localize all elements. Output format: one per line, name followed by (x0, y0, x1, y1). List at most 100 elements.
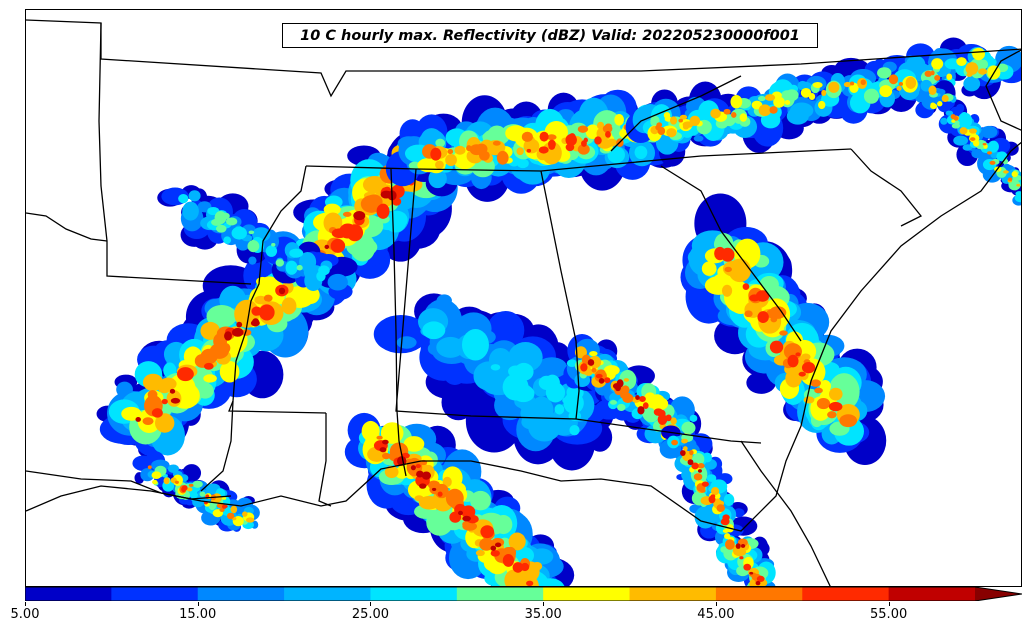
reflectivity-cell (1014, 193, 1021, 203)
reflectivity-cell (755, 290, 770, 302)
reflectivity-cell (167, 464, 179, 474)
reflectivity-cell (957, 112, 973, 129)
reflectivity-cell (721, 284, 733, 297)
reflectivity-cell (475, 549, 485, 557)
reflectivity-cell (671, 439, 678, 446)
reflectivity-cell (724, 266, 732, 273)
reflectivity-cell (565, 134, 577, 146)
reflectivity-cell (681, 438, 688, 444)
reflectivity-cell (843, 81, 852, 88)
state-borders (26, 19, 1021, 586)
reflectivity-cell (445, 488, 464, 508)
reflectivity-cell (743, 563, 752, 571)
reflectivity-cell (447, 149, 454, 155)
reflectivity-cell (526, 148, 532, 153)
reflectivity-cell (538, 146, 549, 154)
reflectivity-cell (382, 452, 391, 460)
reflectivity-cell (289, 248, 304, 258)
reflectivity-cell (741, 544, 746, 548)
reflectivity-cell (953, 116, 959, 121)
reflectivity-cell (163, 477, 170, 485)
reflectivity-cell (722, 260, 745, 277)
reflectivity-cell (816, 398, 831, 410)
reflectivity-cell (934, 75, 941, 81)
reflectivity-cell (245, 517, 255, 523)
coastline (26, 141, 1021, 532)
reflectivity-cell (701, 481, 709, 487)
colorbar-tick (197, 602, 199, 606)
reflectivity-cell (436, 336, 465, 358)
reflectivity-cell (206, 305, 237, 328)
reflectivity-cell (442, 476, 452, 488)
reflectivity-cell (962, 144, 973, 151)
reflectivity-cell (821, 89, 827, 97)
reflectivity-cell (200, 321, 221, 340)
reflectivity-cell (724, 533, 731, 540)
reflectivity-cell (720, 519, 728, 525)
reflectivity-cell (169, 388, 176, 394)
reflectivity-cell (670, 417, 677, 425)
reflectivity-field (96, 37, 1021, 586)
reflectivity-cell (182, 201, 199, 221)
reflectivity-cell (585, 124, 600, 140)
colorbar-segment (111, 587, 199, 601)
reflectivity-cell (536, 357, 568, 379)
colorbar-tick-label: 35.00 (524, 607, 562, 622)
reflectivity-cell (1016, 183, 1021, 187)
reflectivity-cell (769, 340, 784, 354)
reflectivity-cell (635, 395, 640, 400)
reflectivity-map (26, 19, 1021, 586)
reflectivity-cell (689, 450, 694, 456)
reflectivity-cell (739, 113, 748, 122)
reflectivity-cell (839, 414, 858, 428)
reflectivity-cell (940, 117, 948, 125)
reflectivity-cell (482, 132, 496, 142)
colorbar-tick-label: 15.00 (179, 607, 217, 622)
reflectivity-cell (203, 362, 214, 370)
reflectivity-cell (879, 85, 893, 98)
reflectivity-cell (174, 480, 179, 484)
colorbar-extend-arrow (975, 587, 1022, 601)
reflectivity-cell (720, 247, 735, 262)
reflectivity-cell (566, 359, 578, 368)
reflectivity-cell (490, 545, 497, 551)
reflectivity-cell (318, 265, 330, 276)
reflectivity-cell (380, 190, 392, 199)
reflectivity-cell (403, 436, 425, 452)
reflectivity-cell (512, 562, 524, 573)
reflectivity-cell (247, 240, 260, 253)
reflectivity-cell (188, 190, 201, 202)
reflectivity-cell (396, 336, 417, 349)
reflectivity-cell (281, 297, 297, 315)
reflectivity-cell (980, 125, 998, 139)
reflectivity-cell (248, 256, 257, 265)
reflectivity-cell (956, 57, 967, 66)
reflectivity-cell (461, 328, 489, 361)
reflectivity-cell (492, 140, 501, 146)
reflectivity-cell (963, 76, 981, 92)
coastline (740, 440, 831, 586)
reflectivity-cell (539, 131, 549, 142)
reflectivity-cell (514, 362, 534, 381)
reflectivity-cell (299, 251, 317, 272)
reflectivity-cell (581, 140, 587, 147)
border-line (660, 165, 802, 342)
colorbar-tick (888, 602, 890, 606)
reflectivity-cell (330, 238, 346, 253)
reflectivity-cell (230, 506, 236, 512)
reflectivity-cell (678, 118, 683, 123)
reflectivity-cell (828, 387, 843, 401)
reflectivity-cell (186, 487, 193, 492)
colorbar-segment (629, 587, 717, 601)
reflectivity-cell (744, 310, 753, 318)
reflectivity-cell (860, 79, 866, 86)
reflectivity-cell (490, 550, 500, 557)
reflectivity-cell (415, 464, 421, 469)
reflectivity-cell (410, 465, 416, 471)
reflectivity-cell (764, 94, 776, 101)
reflectivity-cell (422, 321, 446, 340)
colorbar-tick (543, 602, 545, 606)
reflectivity-cell (742, 283, 750, 291)
reflectivity-cell (749, 571, 754, 575)
reflectivity-cell (637, 406, 645, 415)
